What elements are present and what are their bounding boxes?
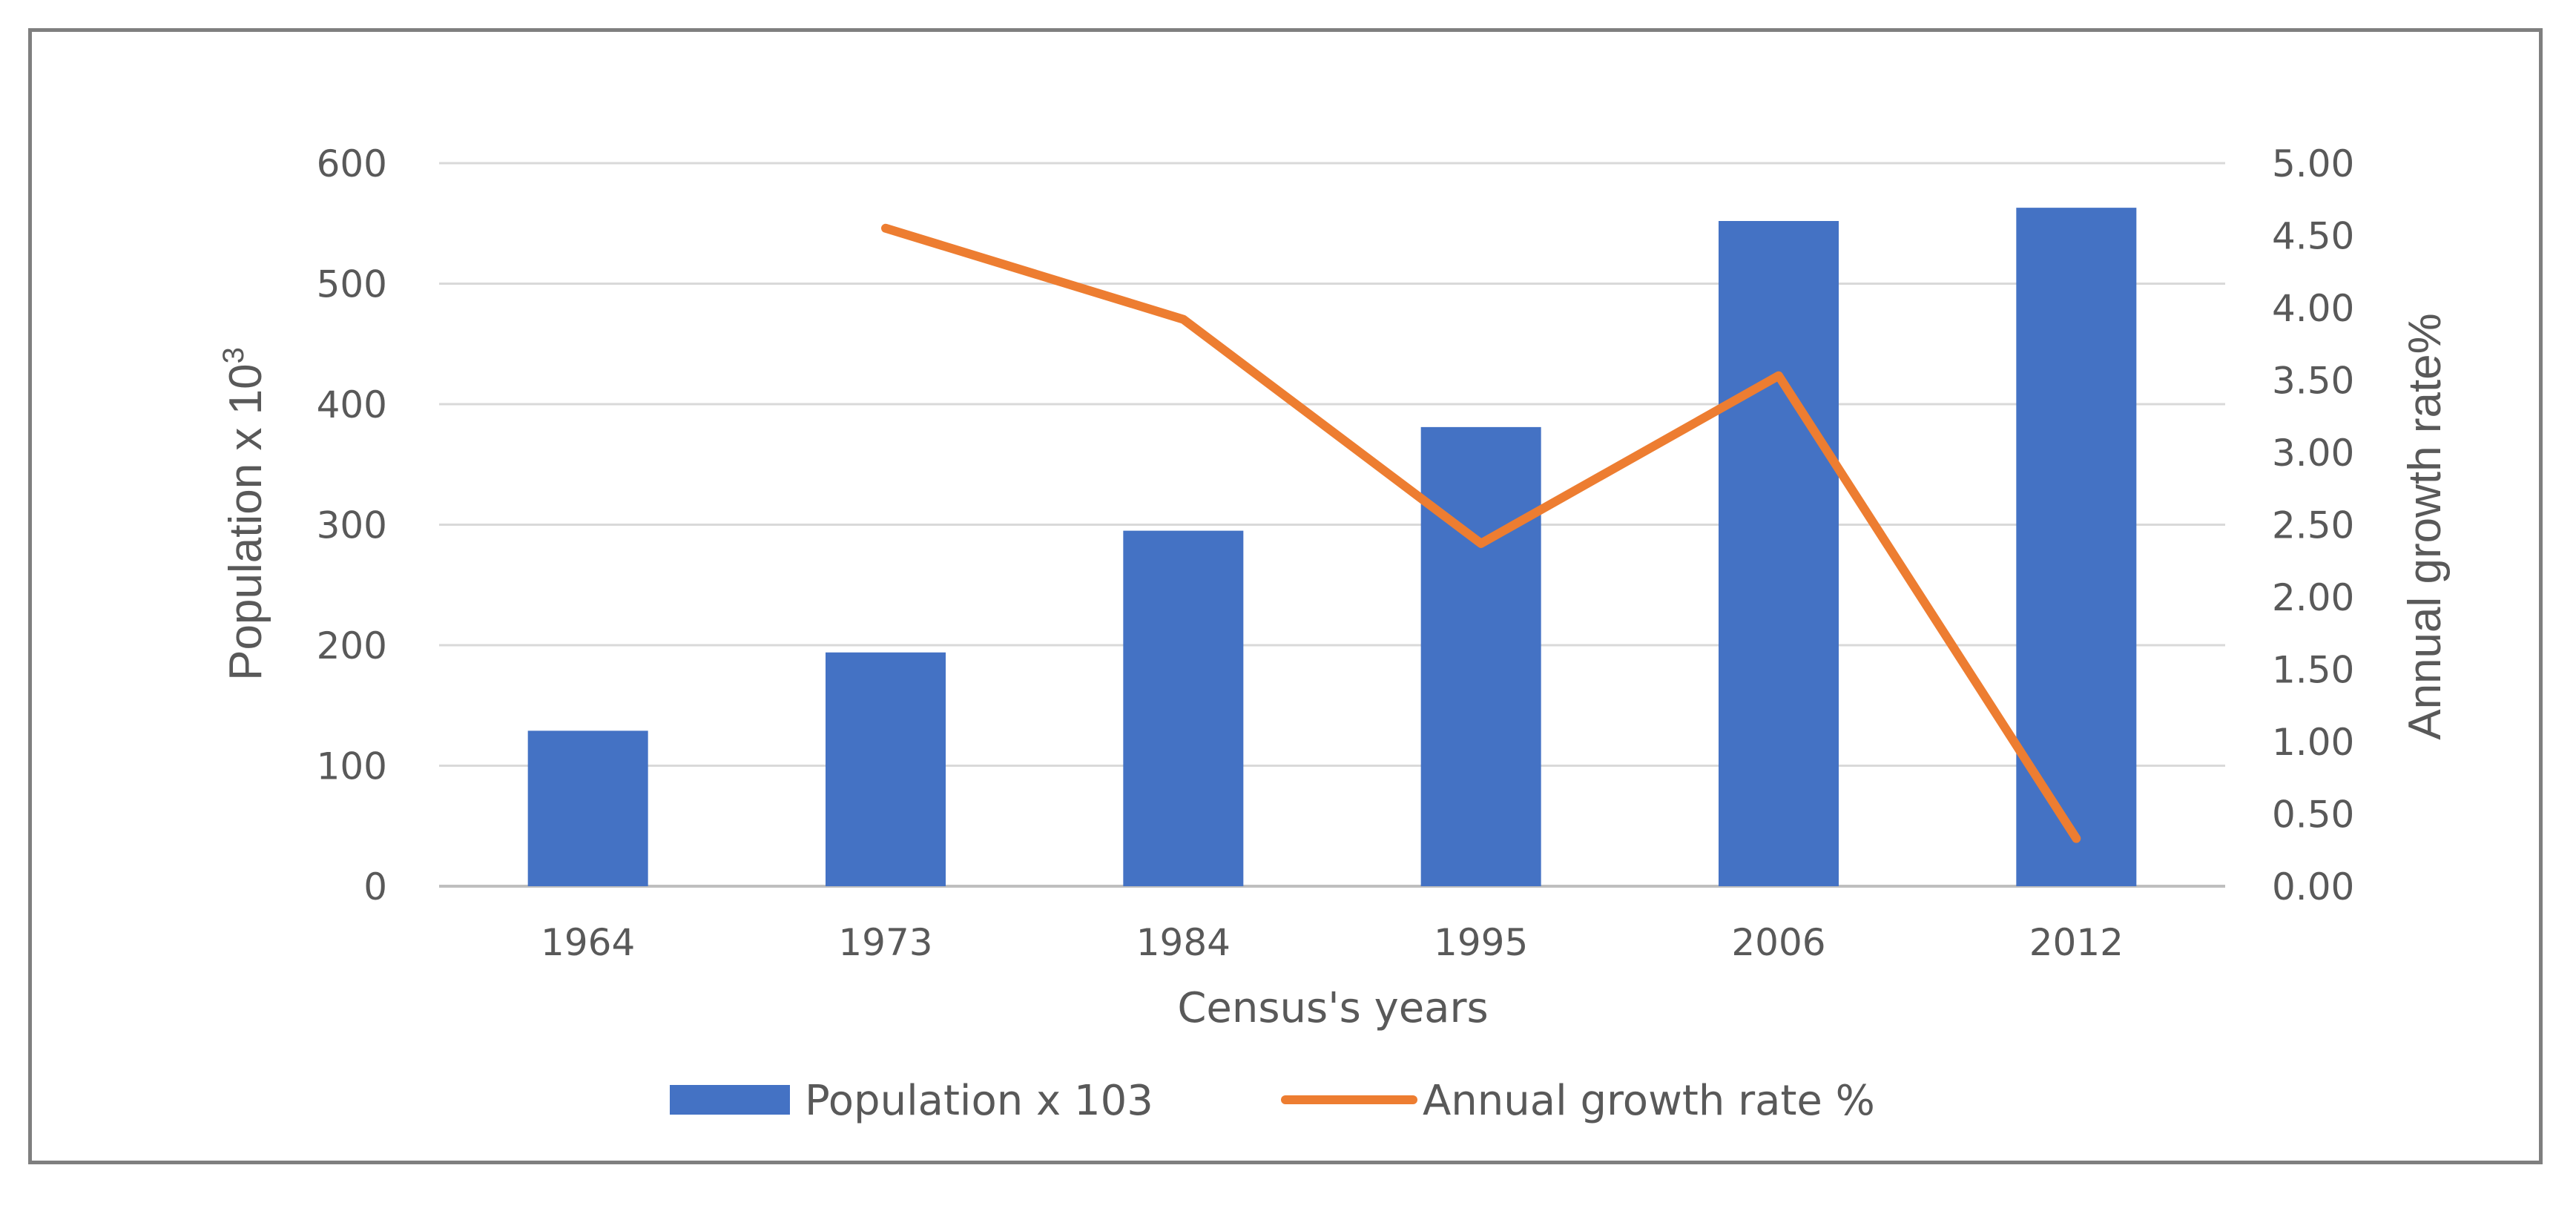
- y2-tick-label: 2.00: [2272, 576, 2354, 619]
- x-tick-label: 1973: [838, 921, 932, 964]
- y2-tick-label: 1.00: [2272, 721, 2354, 764]
- y-tick-label: 200: [317, 624, 387, 667]
- y2-axis-title: Annual growth rate%: [2399, 313, 2451, 740]
- legend-label-population: Population x 103: [805, 1077, 1153, 1125]
- gridlines: [439, 162, 2225, 888]
- y2-tick-label: 1.50: [2272, 649, 2354, 692]
- right-axis-ticks: 0.00 0.50 1.00 1.50 2.00 2.50 3.00 3.50 4.00 4.50…: [2272, 142, 2354, 908]
- y-tick-label: 500: [317, 263, 387, 306]
- y-tick-label: 300: [317, 504, 387, 547]
- population-bar: [527, 730, 648, 886]
- y-tick-label: 600: [317, 142, 387, 185]
- y2-tick-label: 4.00: [2272, 287, 2354, 330]
- left-axis-ticks: 0 100 200 300 400 500 600: [317, 142, 387, 908]
- y2-tick-label: 0.50: [2272, 794, 2354, 837]
- population-bar: [1123, 530, 1244, 886]
- y2-tick-label: 0.00: [2272, 865, 2354, 908]
- population-bar: [1719, 221, 1839, 886]
- y2-tick-label: 4.50: [2272, 215, 2354, 258]
- legend: Population x 103 Annual growth rate %: [670, 1077, 1875, 1125]
- legend-label-growth-rate: Annual growth rate %: [1423, 1077, 1875, 1125]
- y2-tick-label: 2.50: [2272, 504, 2354, 547]
- y2-tick-label: 5.00: [2272, 142, 2354, 185]
- growth-rate-point: [885, 227, 886, 229]
- y-axis-title-superscript: 3: [217, 347, 250, 363]
- x-tick-label: 1964: [541, 921, 635, 964]
- growth-rate-point: [1182, 318, 1185, 320]
- y2-tick-label: 3.00: [2272, 432, 2354, 475]
- growth-rate-point: [1778, 375, 1779, 377]
- x-tick-label: 1995: [1434, 921, 1528, 964]
- x-tick-label: 2012: [2029, 921, 2124, 964]
- growth-rate-line: [881, 223, 2081, 843]
- x-axis-ticks: 1964 1973 1984 1995 2006 2012: [541, 921, 2124, 964]
- growth-rate-point: [1480, 542, 1482, 544]
- population-bars: [527, 208, 2137, 886]
- y-tick-label: 100: [317, 745, 387, 788]
- x-tick-label: 1984: [1136, 921, 1231, 964]
- growth-rate-point: [2075, 837, 2078, 839]
- y-tick-label: 400: [317, 383, 387, 426]
- population-bar: [1420, 426, 1541, 886]
- y-tick-label: 0: [363, 865, 387, 908]
- y-axis-title: Population x 103: [217, 347, 271, 681]
- population-bar: [826, 652, 946, 886]
- y2-tick-label: 3.50: [2272, 360, 2354, 403]
- x-tick-label: 2006: [1731, 921, 1825, 964]
- x-axis-title: Census's years: [1177, 984, 1488, 1032]
- legend-swatch-population: [670, 1085, 790, 1115]
- population-bar: [2016, 208, 2137, 886]
